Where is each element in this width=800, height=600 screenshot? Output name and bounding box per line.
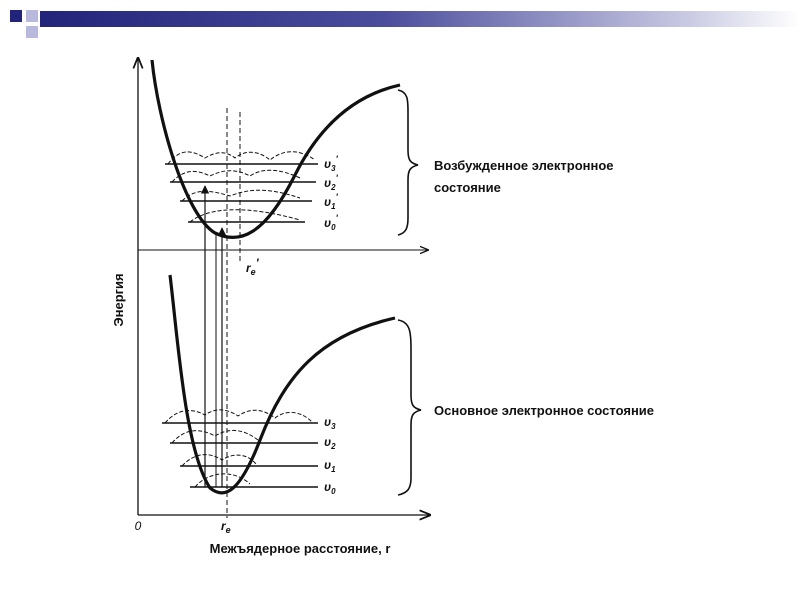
excited-wavefunction-3	[167, 151, 316, 165]
excited-state-label-line2: состояние	[434, 180, 501, 195]
re-ground-label: re	[221, 519, 231, 535]
ground-wavefunction-3	[164, 409, 313, 424]
excited-potential-curve	[150, 59, 401, 240]
ground-wavefunction-1	[181, 454, 257, 467]
origin-label: 0	[135, 519, 142, 533]
ground-level-label-3: υ3	[324, 415, 336, 431]
ground-level-label-2: υ2	[324, 435, 336, 451]
excited-state-brace	[397, 89, 419, 236]
ground-level-label-1: υ1	[324, 458, 336, 474]
y-axis-label: Энергия	[111, 273, 126, 326]
ground-state-brace	[397, 319, 422, 496]
header-square-dark	[10, 10, 22, 22]
ground-state-label: Основное электронное состояние	[434, 403, 654, 418]
x-axis-label: Межъядерное расстояние, r	[210, 541, 391, 556]
excited-state-label-line1: Возбужденное электронное	[434, 158, 614, 173]
excited-level-label-2: υ2'	[324, 173, 339, 192]
ground-level-label-0: υ0	[324, 480, 336, 496]
excited-wavefunction-0	[189, 209, 301, 223]
excited-wavefunction-1	[181, 189, 301, 202]
header-square-light-2	[26, 26, 38, 38]
excited-level-label-3: υ3'	[324, 154, 339, 173]
excited-wavefunction-2	[171, 169, 301, 183]
re-excited-label: re'	[246, 256, 260, 277]
excited-level-label-0: υ0'	[324, 213, 339, 232]
ground-wavefunction-2	[171, 430, 259, 444]
header-square-light	[26, 10, 38, 22]
header-bar	[40, 11, 800, 27]
ground-potential-curve	[168, 274, 396, 495]
excited-level-label-1: υ1'	[324, 192, 339, 211]
